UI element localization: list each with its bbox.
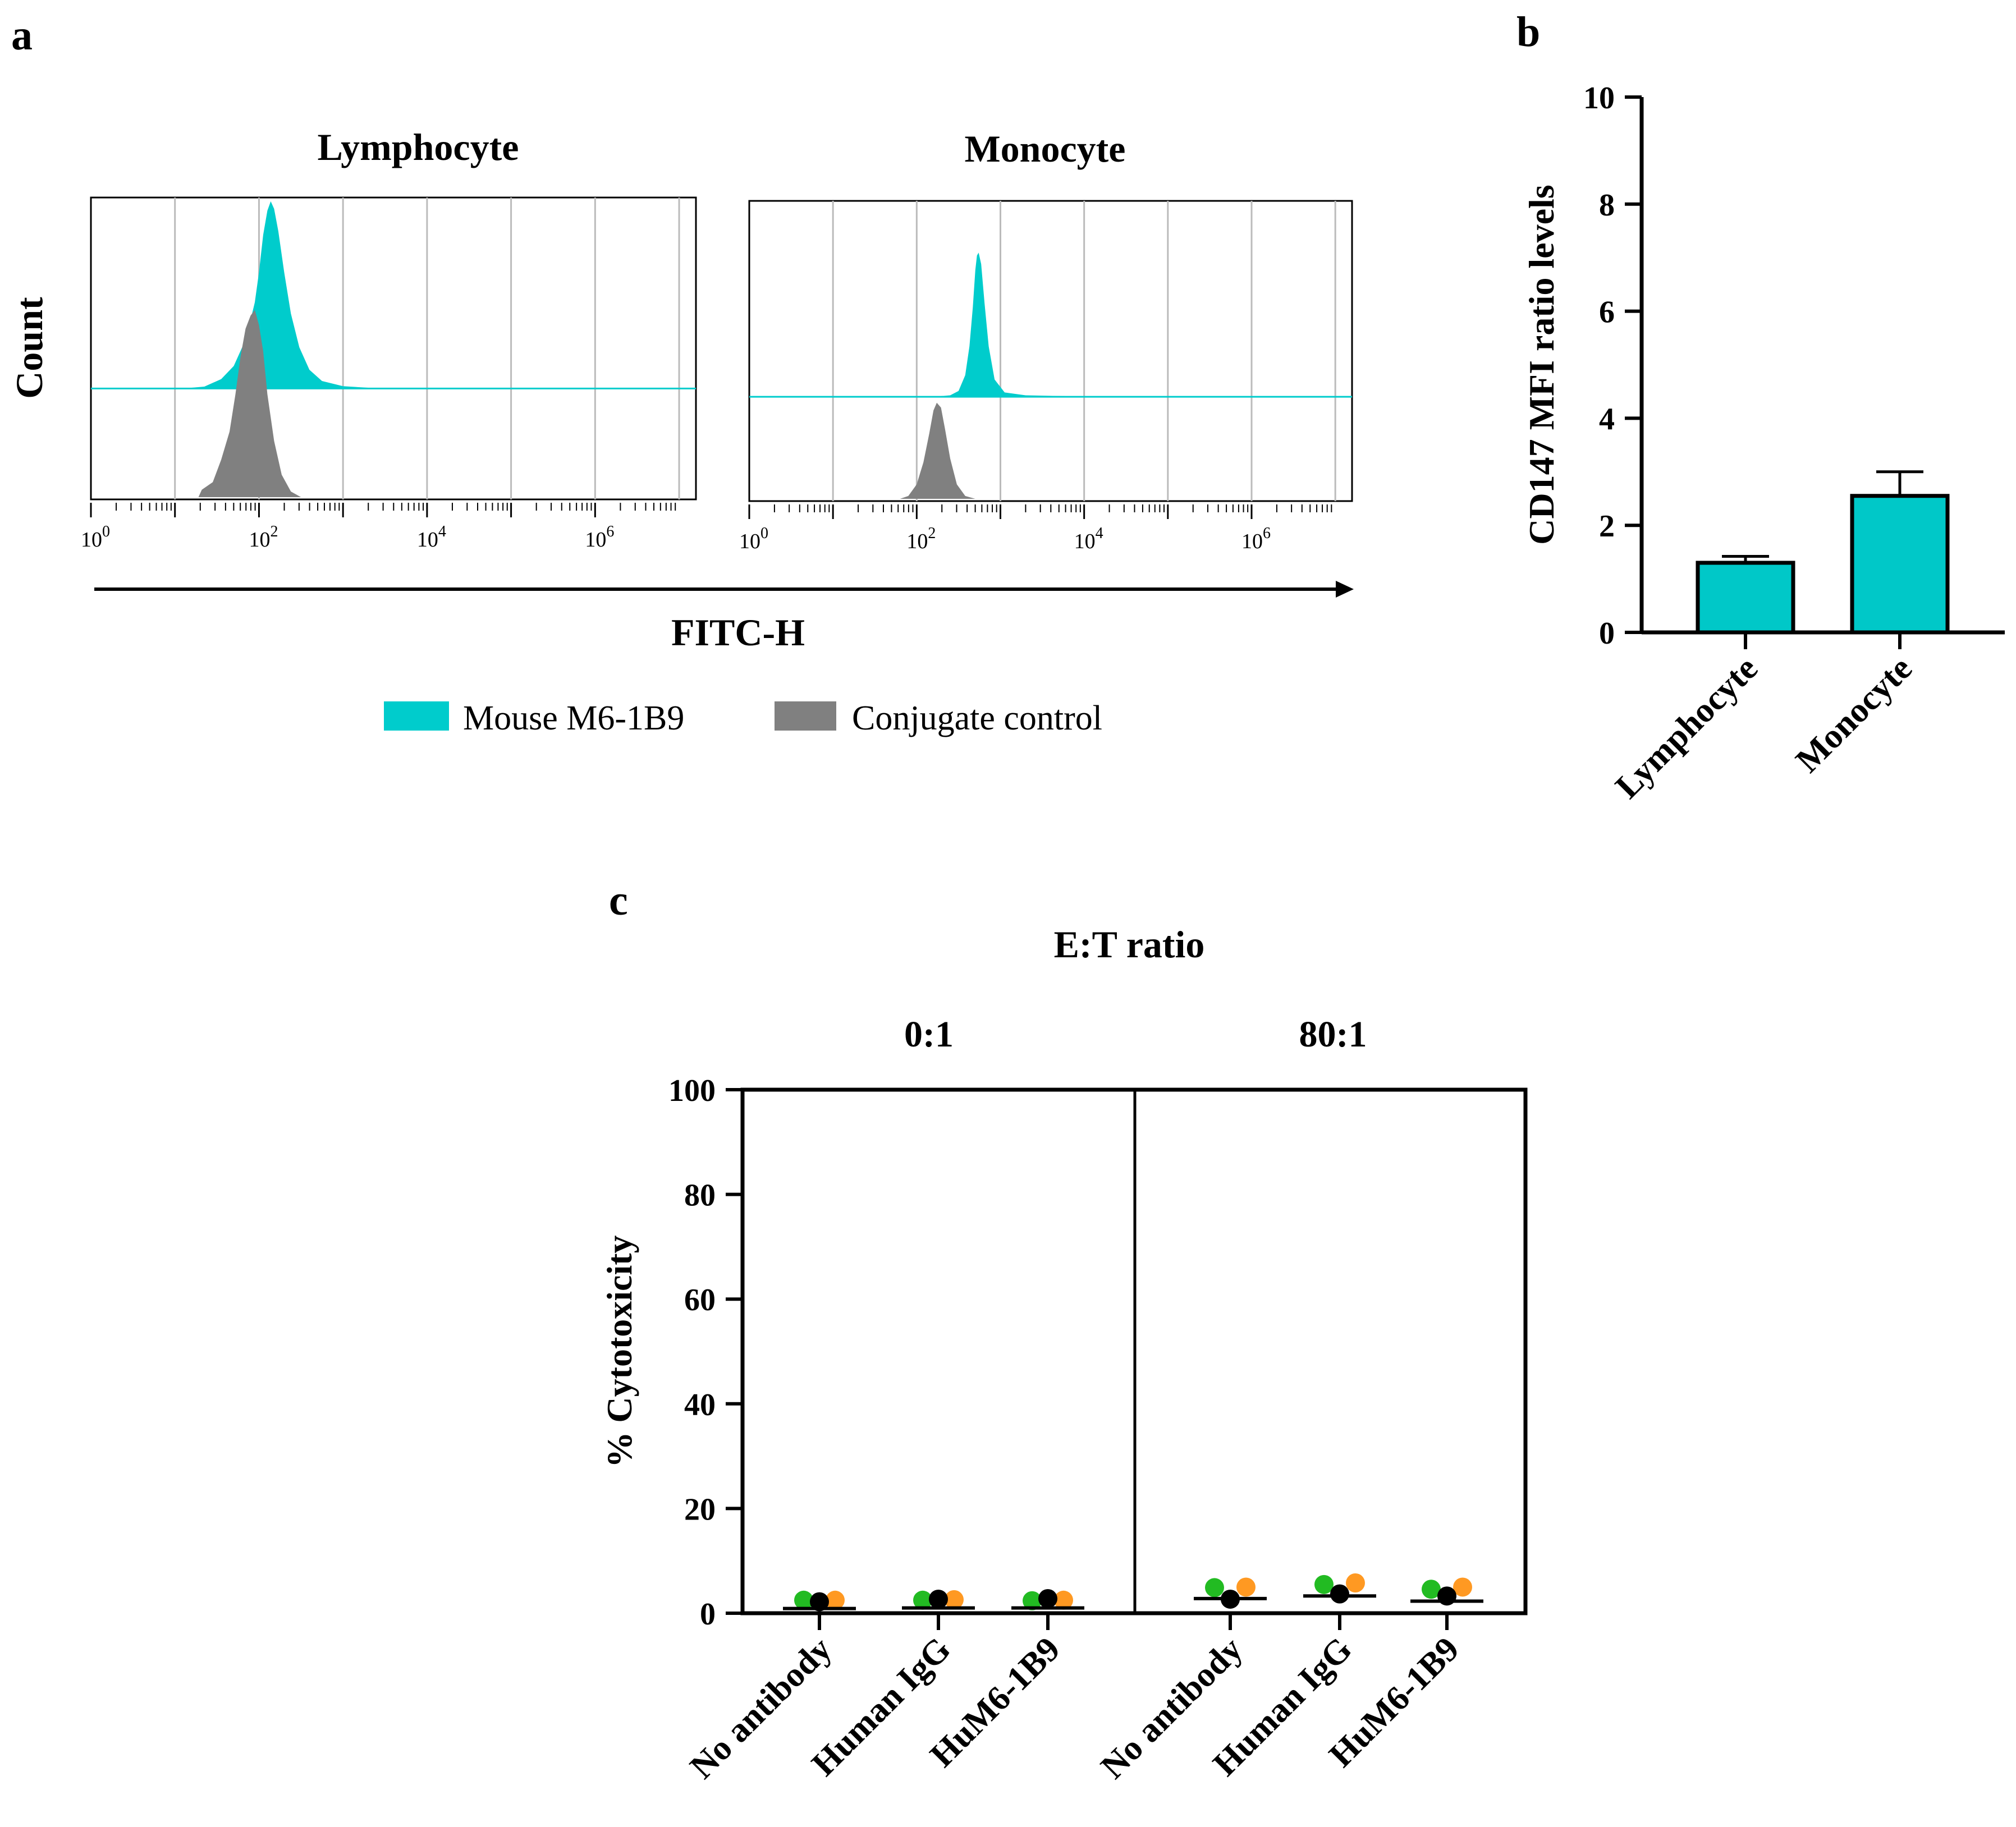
x-tick-label: 106 — [585, 523, 614, 552]
x-tick-label: 100 — [81, 523, 110, 552]
fitc-axis-arrowhead — [1336, 581, 1354, 598]
et-ratio-title: E:T ratio — [1054, 923, 1205, 966]
y-axis-label: % Cytotoxicity — [599, 1235, 639, 1467]
data-point — [810, 1592, 829, 1612]
data-point — [1330, 1584, 1349, 1604]
x-tick-label: 106 — [1241, 525, 1271, 553]
x-tick-label: 102 — [249, 523, 278, 552]
x-tick-label-monocyte: Monocyte — [1789, 649, 1919, 780]
y-tick-label: 60 — [684, 1283, 716, 1318]
y-tick-label: 2 — [1599, 509, 1615, 544]
cd147-bar-chart: 0 2 4 6 8 10 CD147 MFI ratio levels Lymphocyte M… — [1522, 81, 2005, 806]
data-point — [1422, 1580, 1441, 1599]
x-tick-label-lymphocyte: Lymphocyte — [1608, 649, 1765, 806]
y-tick-label: 10 — [1583, 81, 1615, 116]
data-point — [1205, 1578, 1224, 1598]
y-axis-label: CD147 MFI ratio levels — [1522, 185, 1561, 545]
histogram-series-mouse-m6-1b9 — [933, 253, 1126, 397]
bar-lymphocyte — [1696, 561, 1795, 635]
x-tick-label: 104 — [1074, 525, 1103, 553]
data-point — [794, 1590, 813, 1610]
y-tick-label: 0 — [700, 1597, 716, 1632]
data-point — [913, 1590, 932, 1610]
y-tick-label: 0 — [1599, 616, 1615, 651]
lymphocyte-histogram: 100 102 104 106 — [81, 196, 697, 552]
lymphocyte-title: Lymphocyte — [318, 126, 519, 168]
data-point — [826, 1590, 845, 1610]
y-tick-label: 100 — [668, 1073, 716, 1108]
data-point — [1346, 1573, 1365, 1593]
data-point — [929, 1589, 948, 1609]
legend-swatch-mouse — [384, 701, 449, 731]
legend-label-mouse: Mouse M6-1B9 — [463, 699, 684, 737]
data-point — [1023, 1591, 1042, 1610]
y-tick-label: 4 — [1599, 402, 1615, 437]
panel-c-label: c — [609, 877, 628, 924]
monocyte-histogram: 100 102 104 106 — [739, 200, 1353, 553]
histogram-series-mouse-m6-1b9 — [183, 201, 427, 389]
x-tick-label: 102 — [906, 525, 936, 553]
data-point — [1236, 1577, 1256, 1597]
bar-monocyte — [1850, 494, 1950, 635]
lymphocyte-plot-frame — [90, 196, 697, 501]
data-point — [1038, 1589, 1057, 1609]
y-tick-label: 6 — [1599, 295, 1615, 330]
x-tick-label: 104 — [417, 523, 446, 552]
monocyte-title: Monocyte — [964, 127, 1125, 170]
legend-swatch-conjugate — [775, 701, 836, 731]
panel-b-label: b — [1516, 8, 1540, 56]
data-point — [945, 1590, 964, 1609]
group-title: 80:1 — [1299, 1014, 1367, 1055]
fitc-axis-label: FITC-H — [671, 611, 805, 654]
x-tick-label: 100 — [739, 525, 768, 553]
y-tick-label: 8 — [1599, 188, 1615, 223]
histogram-series-conjugate-control — [198, 310, 301, 497]
data-point — [1314, 1574, 1334, 1594]
y-tick-label: 40 — [684, 1388, 716, 1422]
count-axis-label: Count — [8, 297, 51, 399]
group-title: 0:1 — [904, 1014, 954, 1055]
data-point — [1054, 1590, 1073, 1610]
legend-label-conjugate: Conjugate control — [852, 699, 1102, 737]
panel-a-label: a — [11, 12, 33, 59]
y-tick-label: 20 — [684, 1492, 716, 1527]
y-tick-label: 80 — [684, 1178, 716, 1213]
monocyte-plot-frame — [748, 200, 1353, 502]
data-point — [1453, 1577, 1472, 1597]
histogram-series-conjugate-control — [900, 402, 975, 499]
